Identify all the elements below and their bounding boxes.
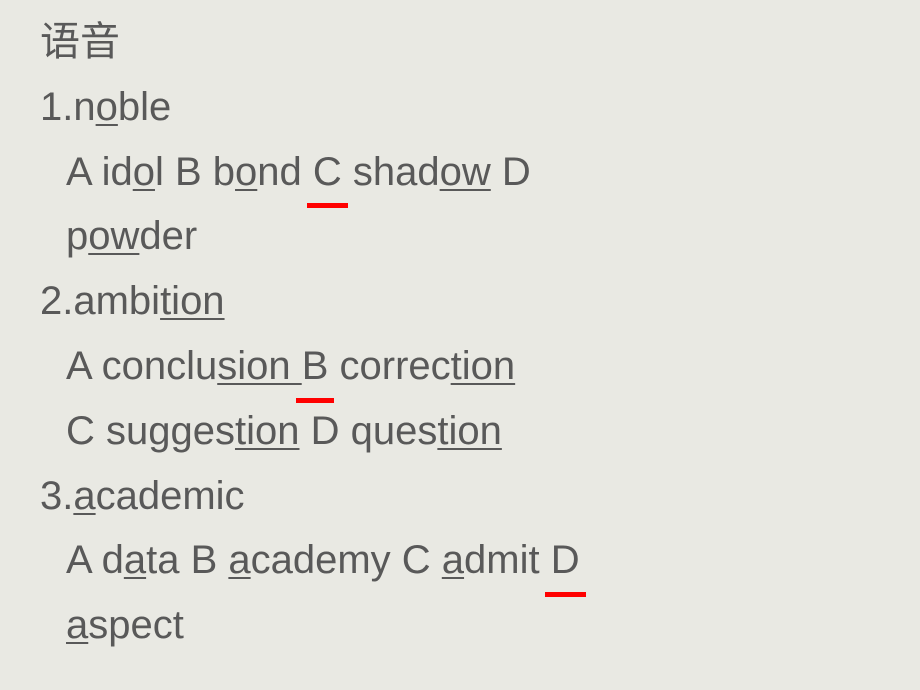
quiz-page: 语音 1.noble A idol B bond C shadow D powd… [0,0,920,668]
question-1-options-line-1: A idol B bond C shadow D [40,140,890,205]
answer-marker: B [302,334,329,399]
option-label: A [66,344,102,388]
question-2-stem: 2.ambition [40,269,890,334]
question-number: 2. [40,279,73,323]
option-label: C [402,538,442,582]
option-label: D [502,150,531,194]
answer-marker: D [551,528,580,593]
option-label: D [311,409,351,453]
option-label: A [66,150,102,194]
question-3-stem: 3.academic [40,464,890,529]
question-number: 1. [40,85,73,129]
question-number: 3. [40,474,73,518]
answer-marker: C [313,140,342,205]
question-2-options-line-1: A conclusion B correction [40,334,890,399]
question-2-options-line-2: C suggestion D question [40,399,890,464]
option-label: A [66,538,102,582]
question-3-options-line-1: A data B academy C admit D [40,528,890,593]
page-title: 语音 [40,10,890,75]
question-1-stem: 1.noble [40,75,890,140]
question-3-options-line-2: aspect [40,593,890,658]
question-1-options-line-2: powder [40,204,890,269]
option-label: B [175,150,213,194]
option-label: B [191,538,229,582]
option-label: C [66,409,106,453]
